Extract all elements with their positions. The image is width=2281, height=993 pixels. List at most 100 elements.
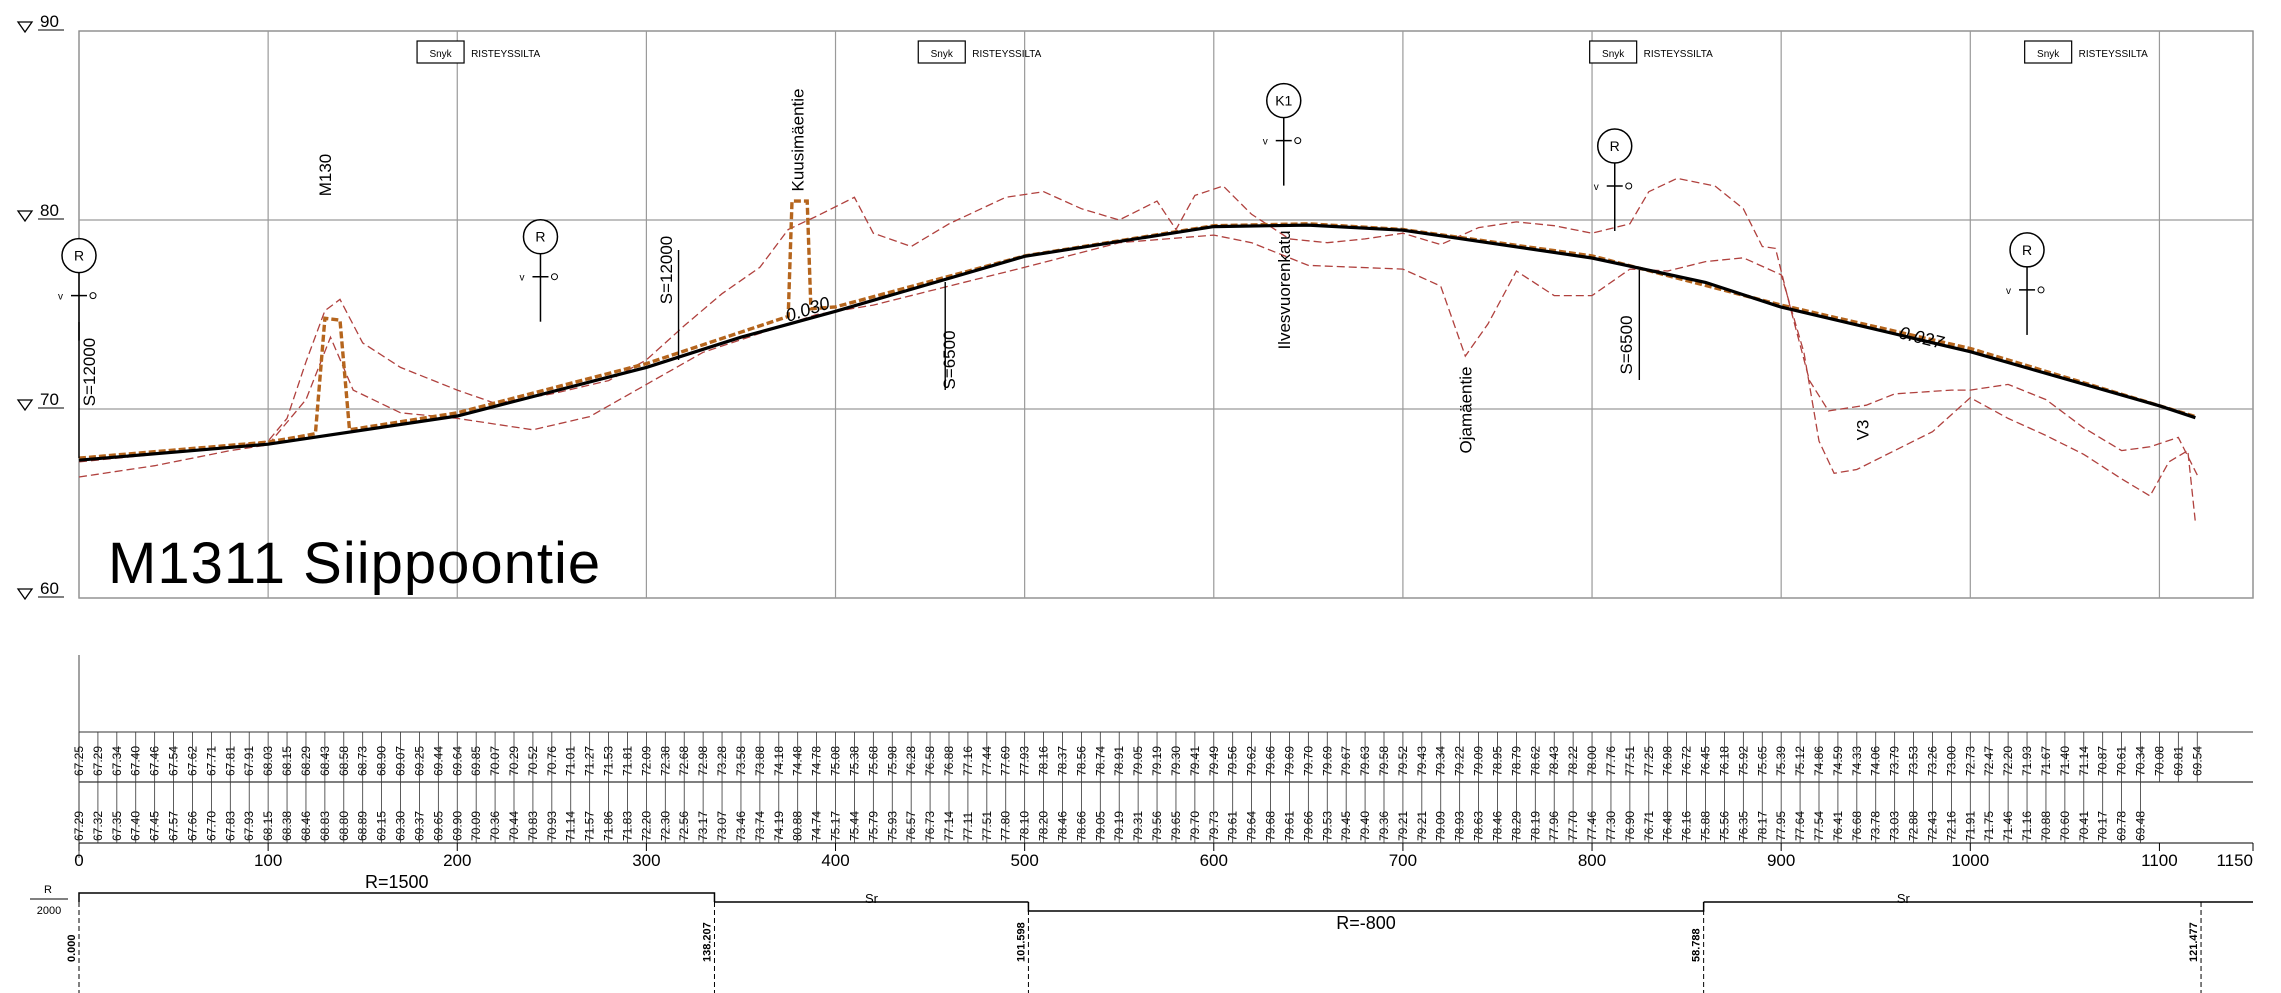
structure-name-label: RISTEYSSILTA	[2079, 49, 2148, 60]
x-axis-tick-label: 1100	[2141, 851, 2178, 870]
existing-road-line	[78, 199, 2196, 460]
structure-type-box	[416, 40, 465, 64]
level-triangle-icon	[16, 210, 34, 223]
x-axis-tick-label: 600	[1200, 851, 1228, 870]
station-label: 0.000	[66, 934, 78, 962]
station-label: 138.207	[701, 922, 713, 962]
crossing-road-name: Kuusimäentie	[789, 88, 808, 191]
x-axis-tick-label: 100	[254, 851, 282, 870]
level-triangle-icon	[16, 588, 34, 601]
profile-lines	[78, 177, 2198, 523]
alignment-segment-label: R=1500	[365, 872, 429, 892]
level-triangle-icon	[16, 21, 34, 34]
vertical-curve-label: S=6500	[1617, 315, 1636, 374]
marker-letter: R	[74, 248, 84, 264]
station-label: 121.477	[2188, 922, 2200, 962]
vertical-curve: S=6500	[940, 282, 959, 390]
crossing-marker: Rv	[2006, 232, 2045, 335]
elevation-level-label: 90	[40, 12, 59, 31]
crossing-road-name: Ojamäentie	[1456, 367, 1475, 454]
alignment-scale-label: 2000	[37, 905, 61, 917]
marker-letter: R	[2022, 242, 2032, 258]
marker-letter: R	[535, 229, 545, 245]
drawing-title: M1311 Siippoontie	[108, 531, 601, 596]
elevation-level-label: 70	[40, 390, 59, 409]
horizontal-alignment-band: R 2000 R=1500 Sr R=-800 Sr 0.000 138.207 101.598…	[30, 872, 2253, 993]
crossing-marker: Rv	[1594, 128, 1633, 231]
chainage-axis: 0 100 200 300 400 500 600 700 800 900 1000 1100 1150	[74, 843, 2254, 870]
crossing-road-name: V3	[1853, 420, 1872, 441]
ground-line-right	[78, 234, 2197, 523]
structure-name-label: RISTEYSSILTA	[1644, 49, 1713, 60]
structure-type-box	[2024, 40, 2073, 64]
crossing-road-name: Ilvesvuorenkatu	[1275, 230, 1294, 349]
structure-name-label: RISTEYSSILTA	[471, 49, 540, 60]
station-label: 58.788	[1691, 928, 1703, 962]
alignment-segment-label: Sr	[865, 891, 879, 906]
elevation-level-label: 80	[40, 201, 59, 220]
marker-vo-label: v	[519, 273, 524, 284]
marker-o-icon	[1294, 137, 1302, 145]
bridge-structure-labels: Snyk RISTEYSSILTA Snyk RISTEYSSILTA Snyk RIST…	[416, 40, 2148, 64]
marker-o-icon	[89, 292, 97, 300]
vertical-curve: S=6500	[1617, 270, 1641, 380]
x-axis-tick-label: 1000	[1951, 851, 1989, 870]
structure-type-label: Snyk	[429, 49, 452, 60]
elevation-level-70: 70	[16, 390, 64, 412]
alignment-r-label: R	[44, 884, 52, 896]
x-axis-tick-label: 300	[632, 851, 660, 870]
vertical-curve-labels: S=12000 S=12000 S=6500 S=6500	[78, 236, 1641, 458]
structure-type-box	[917, 40, 966, 64]
crossing-marker: K1 v	[1263, 82, 1302, 186]
x-axis-tick-label: 200	[443, 851, 471, 870]
marker-vo-label: v	[58, 292, 63, 303]
x-axis-tick-label: 0	[74, 851, 83, 870]
marker-vo-label: v	[2006, 286, 2011, 297]
marker-o-icon	[1625, 182, 1633, 190]
x-axis-tick-label: 500	[1010, 851, 1038, 870]
alignment-segment-label: Sr	[1897, 891, 1911, 906]
elevation-level-label: 60	[40, 579, 59, 598]
structure-name-label: RISTEYSSILTA	[972, 49, 1041, 60]
marker-vo-label: v	[1263, 137, 1268, 148]
bridge-structure: Snyk RISTEYSSILTA	[1589, 40, 1713, 64]
marker-letter: K1	[1275, 93, 1292, 109]
profile-frame	[78, 30, 2254, 599]
level-triangle-icon	[16, 399, 34, 412]
alignment-arc-down	[1027, 902, 1705, 912]
x-axis-tick-label: 900	[1767, 851, 1795, 870]
elevation-level-80: 80	[16, 201, 64, 223]
structure-type-label: Snyk	[931, 49, 954, 60]
station-label: 101.598	[1015, 922, 1027, 962]
ground-line-left	[78, 177, 2198, 476]
alignment-arc-up	[78, 892, 716, 902]
marker-letter: R	[1610, 138, 1620, 154]
elevation-row-top: 67.25 67.29 67.34 67.40 67.46 67.54 67.62 67.71…	[72, 732, 2204, 782]
structure-type-box	[1589, 40, 1638, 64]
marker-vo-label: v	[1594, 182, 1599, 193]
bridge-structure: Snyk RISTEYSSILTA	[2024, 40, 2148, 64]
structure-type-label: Snyk	[1602, 49, 1625, 60]
grade-label: 0.027	[1897, 322, 1947, 353]
x-axis-tick-label: 1150	[2216, 851, 2253, 870]
elevation-table: 67.25 67.29 67.34 67.40 67.46 67.54 67.62 67.71…	[72, 731, 2253, 844]
design-grade-line	[78, 223, 2196, 462]
marker-o-icon	[2037, 286, 2045, 294]
elevation-level-60: 60	[16, 579, 64, 601]
crossing-road-labels: M130 Kuusimäentie Ilvesvuorenkatu Ojamäenti…	[316, 88, 1873, 453]
structure-type-label: Snyk	[2037, 49, 2060, 60]
x-axis-tick-label: 800	[1578, 851, 1606, 870]
marker-o-icon	[550, 273, 558, 281]
crossing-marker: Rv	[519, 218, 559, 322]
alignment-segment-label: R=-800	[1336, 913, 1396, 933]
vertical-curve-label: S=12000	[80, 338, 99, 407]
profile-grid	[78, 30, 2254, 858]
bridge-structure: Snyk RISTEYSSILTA	[917, 40, 1042, 64]
crossing-marker: Rv	[58, 237, 97, 341]
x-axis-tick-label: 400	[821, 851, 849, 870]
elevation-level-labels: 90 80 70 60	[16, 12, 64, 601]
crossing-road-name: M130	[316, 154, 335, 197]
vertical-curve: S=12000	[657, 236, 680, 360]
